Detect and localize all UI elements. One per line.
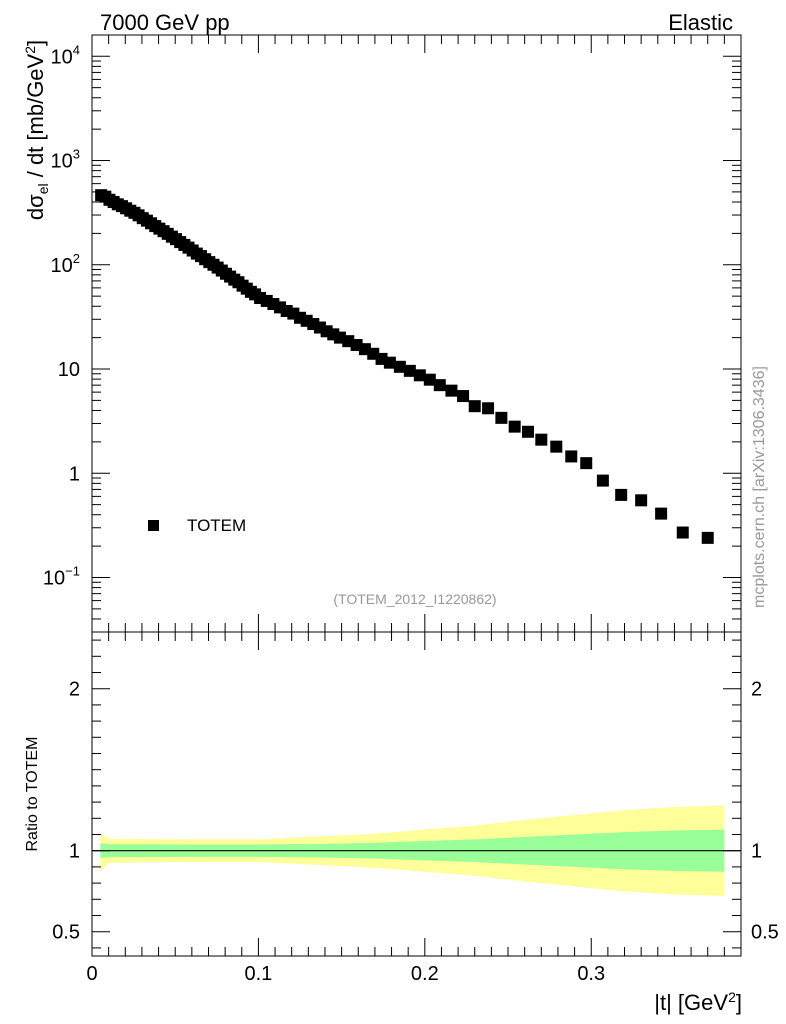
data-point bbox=[596, 474, 609, 487]
data-point bbox=[433, 379, 446, 392]
ratio-panel: 0.5 0.5 1 1 2 2 0 0.1 0.2 0.3 Ratio to TOTEM |t| … bbox=[24, 631, 779, 1015]
ratio-y-tick-label-left: 1 bbox=[69, 841, 80, 863]
watermark: (TOTEM_2012_I1220862) bbox=[333, 591, 496, 607]
data-point bbox=[457, 390, 470, 403]
data-point bbox=[482, 402, 495, 415]
y-tick-label: 102 bbox=[51, 251, 80, 277]
data-point bbox=[508, 420, 521, 433]
ratio-axis-ticks: 0.5 0.5 1 1 2 2 0 0.1 0.2 0.3 bbox=[52, 632, 779, 985]
main-panel: 10−1 1 10 102 103 104 dσel / dt [mb/GeV2] (TO… bbox=[22, 34, 742, 633]
y-tick-label: 103 bbox=[51, 147, 80, 173]
ratio-y-tick-label-left: 2 bbox=[69, 679, 80, 701]
data-point bbox=[550, 440, 563, 453]
legend-marker bbox=[148, 520, 159, 531]
legend-label: TOTEM bbox=[187, 516, 246, 535]
data-point bbox=[615, 488, 628, 501]
data-point bbox=[423, 373, 436, 386]
data-point bbox=[403, 364, 416, 377]
y-tick-label: 1 bbox=[69, 463, 80, 485]
main-frame bbox=[91, 34, 742, 633]
main-axis-ticks: 10−1 1 10 102 103 104 bbox=[43, 35, 742, 633]
header-left: 7000 GeV pp bbox=[100, 10, 230, 35]
data-point bbox=[254, 291, 267, 304]
main-series bbox=[95, 189, 714, 544]
data-point bbox=[495, 411, 508, 424]
ratio-y-tick-label-right: 2 bbox=[751, 679, 762, 701]
x-axis-label: |t| [GeV2] bbox=[654, 989, 742, 1015]
data-point bbox=[635, 494, 648, 507]
header-right: Elastic bbox=[668, 10, 733, 35]
y-tick-label: 10 bbox=[58, 359, 80, 381]
ratio-frame bbox=[91, 631, 742, 957]
data-point bbox=[468, 400, 481, 413]
y-tick-label: 104 bbox=[51, 42, 80, 68]
data-point bbox=[701, 531, 714, 544]
data-point bbox=[393, 360, 406, 373]
data-point bbox=[655, 507, 668, 520]
y-tick-label: 10−1 bbox=[43, 563, 80, 589]
side-label: mcplots.cern.ch [arXiv:1306.3436] bbox=[751, 366, 768, 608]
ratio-y-tick-label-left: 0.5 bbox=[52, 922, 80, 944]
x-tick-label: 0.2 bbox=[411, 963, 439, 985]
main-y-axis-label: dσel / dt [mb/GeV2] bbox=[22, 40, 51, 220]
x-tick-label: 0 bbox=[86, 963, 97, 985]
data-point bbox=[413, 369, 426, 382]
ratio-y-tick-label-right: 1 bbox=[751, 841, 762, 863]
ratio-y-axis-label: Ratio to TOTEM bbox=[24, 737, 41, 852]
data-point bbox=[521, 425, 534, 438]
data-point bbox=[565, 450, 578, 463]
ratio-y-tick-label-right: 0.5 bbox=[751, 922, 779, 944]
x-tick-label: 0.3 bbox=[577, 963, 605, 985]
data-point bbox=[445, 384, 458, 397]
data-point bbox=[580, 457, 593, 470]
data-point bbox=[535, 433, 548, 446]
data-point bbox=[383, 356, 396, 369]
x-tick-label: 0.1 bbox=[245, 963, 273, 985]
data-point bbox=[676, 526, 689, 539]
